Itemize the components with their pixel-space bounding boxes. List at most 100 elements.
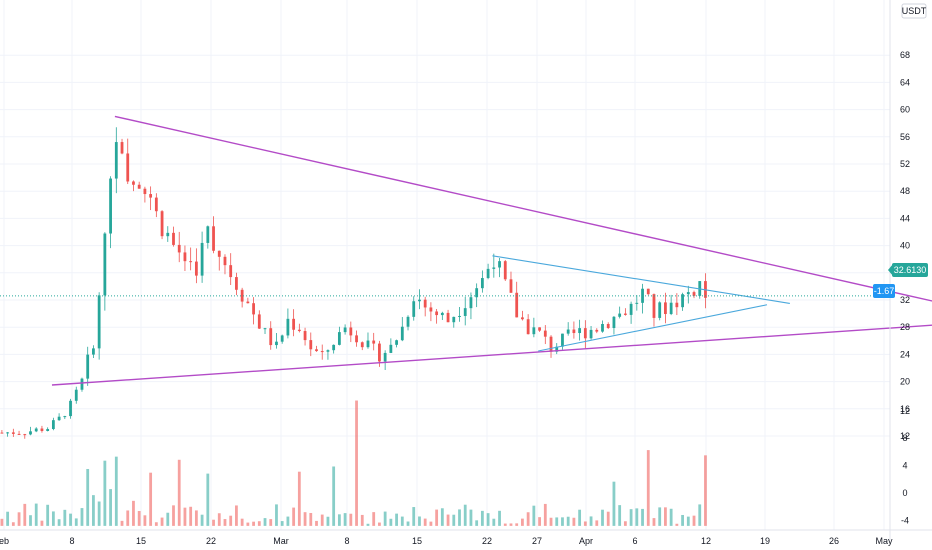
trendline (492, 255, 790, 304)
candle-body (269, 328, 273, 346)
volume-tick-label: 4 (902, 461, 907, 471)
volume-bar (555, 517, 559, 526)
volume-bar (503, 523, 507, 526)
volume-bar (658, 507, 662, 526)
volume-bar (217, 513, 221, 526)
volume-bar (114, 456, 118, 526)
volume-bar (383, 511, 387, 526)
candle-body (143, 188, 147, 195)
candle-body (194, 261, 198, 276)
volume-bar (566, 516, 570, 526)
candle-body (166, 232, 170, 237)
candle-body (46, 429, 50, 431)
volume-bar (257, 521, 261, 526)
time-tick-label: Apr (579, 536, 593, 546)
volume-bar (223, 519, 227, 526)
candle-body (40, 428, 44, 431)
candle-body (263, 328, 267, 330)
volume-bar (23, 503, 27, 526)
candle-body (206, 226, 210, 243)
candle-body (286, 318, 290, 336)
candle-body (292, 318, 296, 330)
volume-bar (469, 509, 473, 526)
candle-body (189, 261, 193, 263)
volume-bar (240, 518, 244, 526)
volume-bar (17, 512, 21, 526)
candle-body (612, 316, 616, 329)
candle-body (458, 315, 461, 317)
candle-body (486, 268, 490, 279)
time-tick-label: 22 (206, 536, 216, 546)
volume-bar (34, 503, 38, 526)
volume-bar (406, 521, 410, 526)
candle-body (332, 344, 336, 351)
price-tick-label: 32 (900, 295, 910, 305)
chart-grid (0, 0, 890, 530)
candle-body (349, 327, 353, 336)
volume-bar (309, 512, 313, 526)
volume-bar (172, 505, 175, 526)
candle-body (400, 326, 404, 341)
volume-bar (418, 516, 421, 526)
volume-bars (0, 400, 707, 526)
volume-bar (46, 504, 50, 526)
volume-bar (452, 514, 456, 526)
volume-bar (446, 514, 450, 526)
volume-bar (57, 519, 61, 526)
volume-bar (515, 523, 519, 526)
volume-bar (51, 511, 55, 526)
volume-bar (103, 460, 107, 526)
candle-body (618, 313, 622, 317)
volume-bar (160, 517, 164, 526)
candle-body (686, 292, 690, 295)
volume-bar (126, 510, 130, 526)
candle-body (240, 289, 244, 302)
volume-bar (297, 471, 301, 526)
candle-body (498, 261, 501, 268)
currency-badge[interactable]: USDT (901, 3, 927, 19)
volume-bar (280, 521, 284, 526)
trendlines (51, 115, 932, 386)
volume-bar (337, 514, 341, 526)
candle-body (246, 301, 250, 304)
trendline (114, 115, 932, 302)
volume-bar (429, 521, 433, 526)
volume-bar (635, 508, 639, 526)
candle-body (446, 312, 450, 323)
time-tick-label: 19 (760, 536, 770, 546)
candle-body (337, 332, 341, 345)
candle-body (503, 261, 507, 280)
time-tick-label: May (875, 536, 893, 546)
time-tick-label: eb (0, 536, 9, 546)
volume-bar (681, 514, 684, 526)
volume-bar (664, 507, 667, 526)
volume-tick-label: 12 (900, 406, 910, 416)
time-tick-label: 8 (344, 536, 349, 546)
candle-body (57, 416, 61, 421)
candle-body (423, 299, 427, 308)
volume-bar (509, 523, 513, 526)
candle-body (275, 341, 278, 346)
candle-body (492, 267, 496, 269)
candle-body (606, 324, 610, 329)
candle-body (343, 327, 347, 333)
volume-bar (92, 495, 95, 526)
price-tick-label: 12 (900, 431, 910, 441)
time-axis[interactable]: eb 8 15 22 Mar 8 15 22 27 Apr 6 12 19 26 May (0, 529, 932, 546)
candle-body (103, 233, 107, 296)
volume-bar (675, 523, 679, 526)
volume-bar (412, 507, 416, 526)
price-tick-label: 48 (900, 186, 910, 196)
candle-body (297, 329, 301, 332)
candle-body (440, 312, 444, 316)
candle-body (126, 153, 130, 182)
volume-bar (355, 400, 358, 526)
candle-body (51, 420, 55, 430)
price-tick-label: 28 (900, 322, 910, 332)
volume-bar (326, 516, 330, 526)
candle-body (29, 431, 32, 435)
candle-body (132, 181, 135, 185)
candle-body (252, 303, 255, 315)
